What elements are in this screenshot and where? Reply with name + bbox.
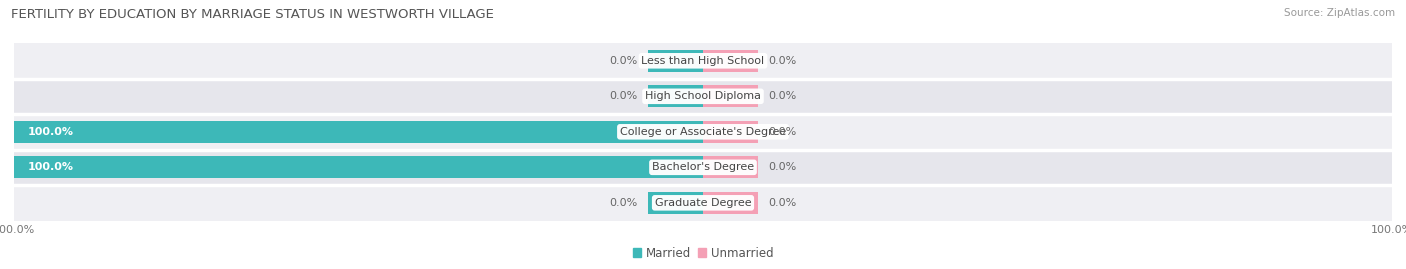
Text: Bachelor's Degree: Bachelor's Degree — [652, 162, 754, 172]
Bar — [648, 85, 703, 107]
Text: 100.0%: 100.0% — [28, 127, 75, 137]
Text: 0.0%: 0.0% — [769, 91, 797, 101]
Bar — [648, 192, 703, 214]
Text: 0.0%: 0.0% — [609, 198, 637, 208]
Bar — [14, 43, 1392, 79]
Bar — [703, 192, 758, 214]
Text: 0.0%: 0.0% — [609, 56, 637, 66]
Bar — [14, 114, 1392, 150]
Bar — [703, 50, 758, 72]
Bar — [703, 121, 758, 143]
Bar — [648, 50, 703, 72]
Bar — [14, 150, 1392, 185]
Text: Source: ZipAtlas.com: Source: ZipAtlas.com — [1284, 8, 1395, 18]
Text: FERTILITY BY EDUCATION BY MARRIAGE STATUS IN WESTWORTH VILLAGE: FERTILITY BY EDUCATION BY MARRIAGE STATU… — [11, 8, 494, 21]
Bar — [14, 79, 1392, 114]
Text: 100.0%: 100.0% — [28, 162, 75, 172]
Bar — [703, 85, 758, 107]
Bar — [14, 121, 703, 143]
Text: 0.0%: 0.0% — [769, 127, 797, 137]
Bar — [14, 185, 1392, 221]
Legend: Married, Unmarried: Married, Unmarried — [628, 242, 778, 264]
Text: 0.0%: 0.0% — [609, 91, 637, 101]
Text: Less than High School: Less than High School — [641, 56, 765, 66]
Bar — [14, 156, 703, 178]
Bar — [703, 156, 758, 178]
Text: Graduate Degree: Graduate Degree — [655, 198, 751, 208]
Text: High School Diploma: High School Diploma — [645, 91, 761, 101]
Text: 0.0%: 0.0% — [769, 56, 797, 66]
Text: 0.0%: 0.0% — [769, 198, 797, 208]
Text: 0.0%: 0.0% — [769, 162, 797, 172]
Text: College or Associate's Degree: College or Associate's Degree — [620, 127, 786, 137]
